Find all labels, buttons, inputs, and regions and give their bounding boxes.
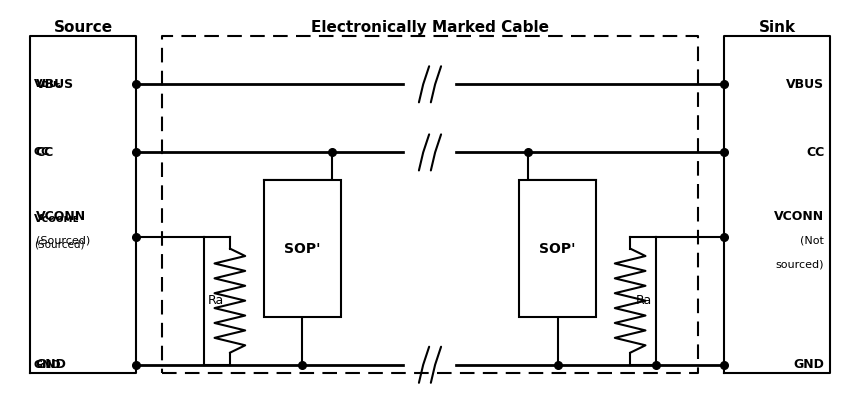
Text: Source: Source: [53, 20, 113, 35]
Text: Ra: Ra: [636, 294, 652, 307]
Text: sourced): sourced): [776, 260, 825, 270]
Bar: [264, 180, 341, 317]
Text: Ra: Ra: [208, 294, 224, 307]
Text: VCONN: VCONN: [35, 210, 86, 223]
Text: GND: GND: [34, 360, 62, 370]
Text: CC: CC: [806, 146, 825, 159]
Text: VBUS: VBUS: [35, 78, 74, 91]
Text: Sink: Sink: [759, 20, 796, 35]
Text: GND: GND: [35, 358, 66, 371]
Text: Vᴅᴜₛ: Vᴅᴜₛ: [34, 79, 61, 89]
Text: CC: CC: [35, 146, 54, 159]
Text: GND: GND: [794, 358, 825, 371]
Text: (Sourced): (Sourced): [35, 236, 90, 245]
Text: VBUS: VBUS: [786, 78, 825, 91]
Bar: [519, 180, 596, 317]
Text: (Sourced): (Sourced): [34, 240, 84, 249]
Text: SOP': SOP': [539, 242, 576, 256]
Text: CC: CC: [34, 147, 50, 157]
Text: SOP': SOP': [284, 242, 321, 256]
Text: Vᴄᴏᴏᴍᴇ: Vᴄᴏᴏᴍᴇ: [34, 213, 80, 224]
Text: (Not: (Not: [801, 236, 825, 245]
Text: Electronically Marked Cable: Electronically Marked Cable: [311, 20, 549, 35]
Text: VCONN: VCONN: [774, 210, 825, 223]
